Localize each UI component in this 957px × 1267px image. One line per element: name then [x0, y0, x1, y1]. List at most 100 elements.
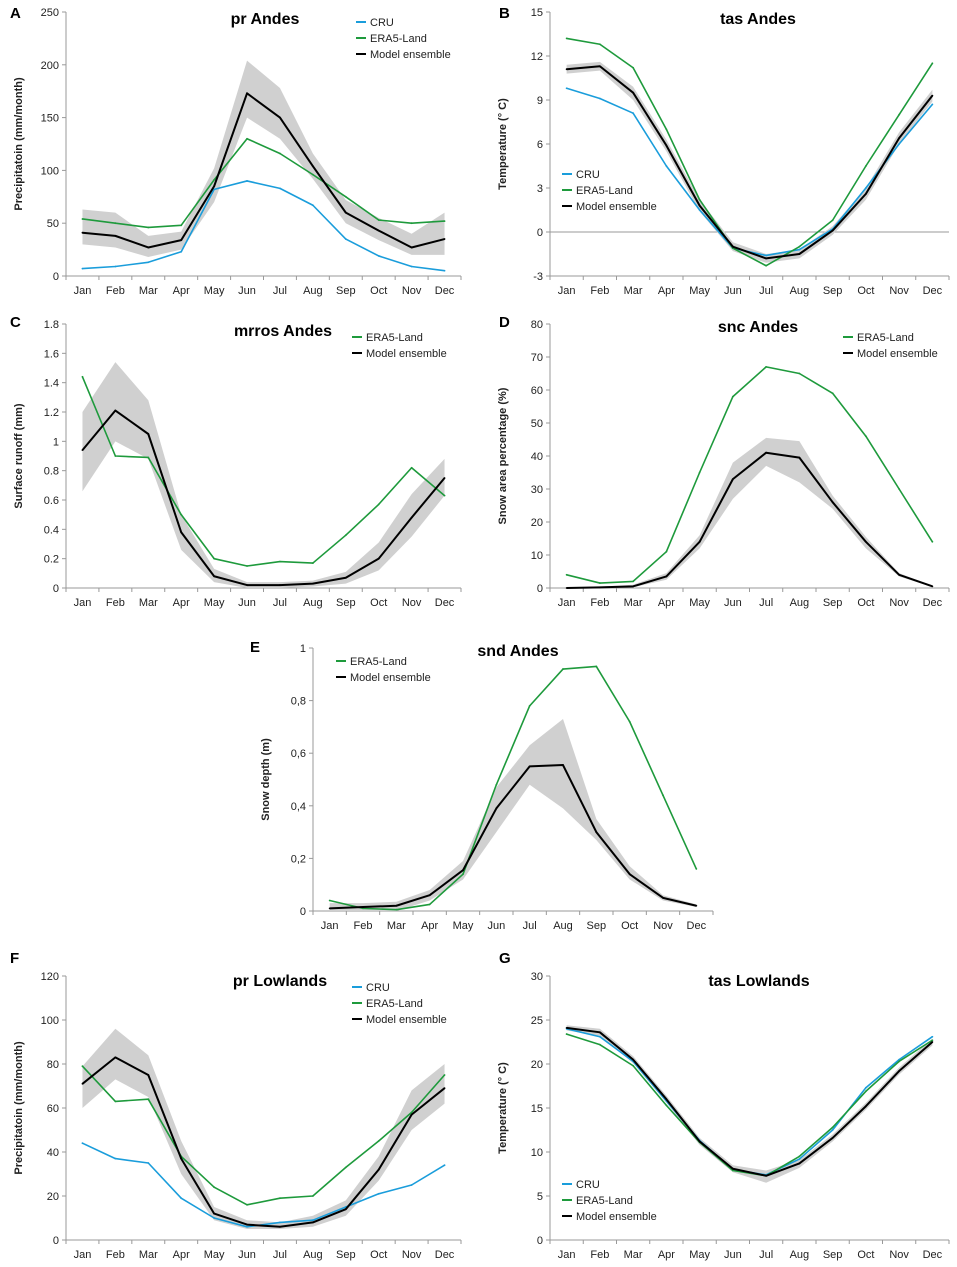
- data-point-cru: [931, 103, 934, 106]
- data-point-model-ensemble: [632, 91, 635, 94]
- data-point-cru: [213, 188, 216, 191]
- x-tick-label: Dec: [923, 1249, 943, 1261]
- data-point-model-ensemble: [410, 1113, 413, 1116]
- data-point-era5-land: [328, 899, 331, 902]
- data-point-era5-land: [213, 557, 216, 560]
- series-line-era5-land: [81, 376, 446, 567]
- y-tick-label: 0: [53, 1235, 59, 1247]
- data-point-cru: [598, 1035, 601, 1038]
- x-tick-label: May: [689, 285, 710, 297]
- data-point-cru: [632, 112, 635, 115]
- panel-a: 0 50 100 150 200 250 Jan Feb Mar Apr May Jun Jul Aug S…: [10, 5, 462, 297]
- x-tick-label: Dec: [687, 920, 707, 932]
- x-tick-label: Dec: [435, 285, 455, 297]
- data-point-era5-land: [213, 179, 216, 181]
- y-tick-label: 120: [41, 971, 59, 983]
- panel-label: E: [250, 639, 260, 656]
- data-point-cru: [798, 1158, 801, 1160]
- panel-label: D: [499, 314, 510, 331]
- y-tick-label: 10: [531, 550, 543, 562]
- data-point-model-ensemble: [81, 231, 84, 234]
- x-tick-label: Apr: [421, 920, 438, 932]
- data-point-era5-land: [931, 1039, 934, 1042]
- chart-title: snc Andes: [718, 319, 798, 336]
- legend-label: CRU: [366, 982, 390, 994]
- data-point-era5-land: [528, 704, 531, 707]
- data-point-model-ensemble: [443, 477, 446, 479]
- legend: CRU ERA5-Land Model ensemble: [356, 17, 451, 61]
- data-point-era5-land: [798, 1155, 801, 1158]
- data-point-model-ensemble: [598, 586, 601, 589]
- y-tick-label: 0,2: [291, 853, 306, 865]
- x-tick-label: Feb: [106, 1249, 125, 1261]
- x-tick-label: Jan: [321, 920, 339, 932]
- y-tick-label: 100: [41, 1015, 59, 1027]
- legend-label: CRU: [576, 1179, 600, 1191]
- y-tick-label: 250: [41, 7, 59, 19]
- data-point-era5-land: [765, 366, 768, 368]
- data-point-model-ensemble: [81, 449, 84, 452]
- data-point-model-ensemble: [377, 557, 380, 560]
- x-tick-label: Jul: [759, 285, 773, 297]
- x-tick-label: Oct: [857, 597, 874, 609]
- data-point-model-ensemble: [147, 433, 150, 435]
- data-point-model-ensemble: [395, 904, 398, 907]
- x-tick-label: Feb: [106, 597, 125, 609]
- data-point-model-ensemble: [213, 1212, 216, 1215]
- y-tick-label: 0: [537, 583, 543, 595]
- legend-label: Model ensemble: [576, 201, 657, 213]
- data-point-model-ensemble: [698, 540, 701, 543]
- data-point-era5-land: [632, 66, 635, 69]
- x-tick-label: Jul: [273, 1249, 287, 1261]
- legend-label: Model ensemble: [576, 1211, 657, 1223]
- x-tick-label: Jan: [74, 597, 92, 609]
- data-point-model-ensemble: [831, 229, 834, 232]
- data-point-model-ensemble: [831, 501, 834, 504]
- data-point-era5-land: [213, 1186, 216, 1189]
- data-point-era5-land: [898, 1060, 901, 1063]
- data-point-era5-land: [864, 165, 867, 167]
- x-tick-label: Nov: [889, 285, 909, 297]
- panel-label: C: [10, 314, 21, 331]
- data-point-cru: [246, 180, 248, 182]
- y-tick-label: 60: [47, 1103, 59, 1115]
- data-point-cru: [180, 1197, 183, 1200]
- legend-label: Model ensemble: [366, 1014, 447, 1026]
- data-point-era5-land: [81, 1065, 84, 1068]
- data-point-model-ensemble: [864, 1105, 867, 1108]
- x-tick-label: Nov: [653, 920, 673, 932]
- panel-c: 0 0.2 0.4 0.6 0.8 1 1.2 1.4 1.6 1.8 Jan Feb Mar Apr Ma…: [10, 314, 462, 609]
- x-tick-label: Feb: [106, 285, 125, 297]
- x-tick-label: May: [204, 597, 225, 609]
- data-point-model-ensemble: [495, 807, 498, 810]
- data-point-era5-land: [898, 488, 901, 490]
- data-point-era5-land: [628, 720, 631, 723]
- data-point-cru: [898, 143, 901, 145]
- legend-label: ERA5-Land: [366, 998, 423, 1010]
- data-point-era5-land: [377, 503, 380, 506]
- data-point-cru: [443, 1164, 446, 1167]
- data-point-era5-land: [114, 1100, 117, 1103]
- x-tick-label: Jun: [238, 1249, 256, 1261]
- x-tick-label: Dec: [435, 1249, 455, 1261]
- x-tick-label: May: [453, 920, 474, 932]
- data-point-era5-land: [443, 220, 446, 222]
- data-point-era5-land: [798, 245, 801, 248]
- data-point-model-ensemble: [114, 409, 117, 412]
- y-axis-label: Surface runoff (mm): [13, 403, 25, 508]
- chart-title: pr Andes: [231, 11, 300, 28]
- data-point-cru: [279, 1221, 281, 1224]
- x-tick-label: Jan: [558, 597, 576, 609]
- series-line-era5-land: [329, 665, 698, 911]
- data-point-model-ensemble: [731, 1167, 734, 1170]
- data-point-model-ensemble: [180, 1157, 183, 1160]
- data-point-model-ensemble: [246, 92, 248, 95]
- x-tick-label: Dec: [923, 285, 943, 297]
- data-point-era5-land: [831, 219, 834, 222]
- x-tick-label: Sep: [823, 1249, 843, 1261]
- data-point-era5-land: [598, 582, 601, 584]
- data-point-model-ensemble: [665, 144, 668, 147]
- data-point-model-ensemble: [831, 1137, 834, 1139]
- data-point-cru: [377, 1192, 380, 1195]
- x-tick-label: Apr: [173, 1249, 190, 1261]
